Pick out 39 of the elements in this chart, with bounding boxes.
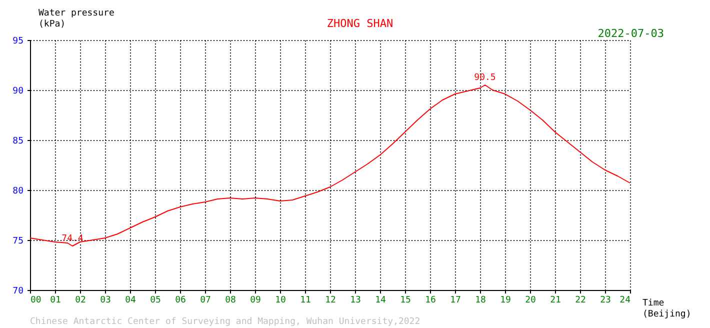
x-tick-label: 14	[375, 296, 386, 306]
x-axis-title: Time (Beijing)	[642, 298, 692, 320]
x-tick-label: 20	[525, 296, 536, 306]
y-tick-label: 95	[12, 36, 24, 46]
annotation: 74.4	[62, 234, 84, 244]
y-tick-label: 75	[12, 236, 24, 246]
x-tick-label: 07	[200, 296, 211, 306]
x-tick-label: 06	[175, 296, 186, 306]
x-tick-label: 08	[225, 296, 236, 306]
x-tick-label: 00	[30, 296, 42, 306]
chart-subtitle: 2022-07-03	[598, 27, 664, 40]
x-tick-label: 03	[100, 296, 111, 306]
x-tick-label: 19	[500, 296, 511, 306]
y-tick-label: 80	[12, 186, 24, 196]
y-tick-label: 90	[12, 86, 24, 96]
text: Chinese Antarctic Center of Surveying and Mapping, Wuhan University,2022	[30, 317, 420, 327]
x-tick-label: 22	[575, 296, 586, 306]
line-series	[30, 84, 630, 246]
x-tick-label: 15	[400, 296, 411, 306]
x-tick-label: 05	[150, 296, 161, 306]
x-tick-label: 21	[550, 296, 561, 306]
y-tick-label: 70	[12, 286, 24, 296]
x-tick-label: 01	[50, 296, 61, 306]
x-tick-label: 13	[350, 296, 361, 306]
x-tick-label: 18	[475, 296, 486, 306]
x-tick-label: 17	[450, 296, 461, 306]
x-tick-label: 10	[275, 296, 286, 306]
annotation: 90.5	[474, 73, 496, 83]
x-tick-label: 04	[125, 296, 136, 306]
x-tick-label: 09	[250, 296, 261, 306]
x-tick-label: 24	[620, 296, 630, 306]
x-tick-label: 23	[600, 296, 611, 306]
x-tick-label: 11	[300, 296, 311, 306]
x-tick-label: 02	[75, 296, 86, 306]
y-axis-title: Water pressure (kPa)	[38, 8, 114, 30]
x-tick-label: 16	[425, 296, 436, 306]
x-tick-label: 12	[325, 296, 336, 306]
y-tick-label: 85	[12, 136, 24, 146]
chart-title: ZHONG SHAN	[326, 17, 394, 30]
